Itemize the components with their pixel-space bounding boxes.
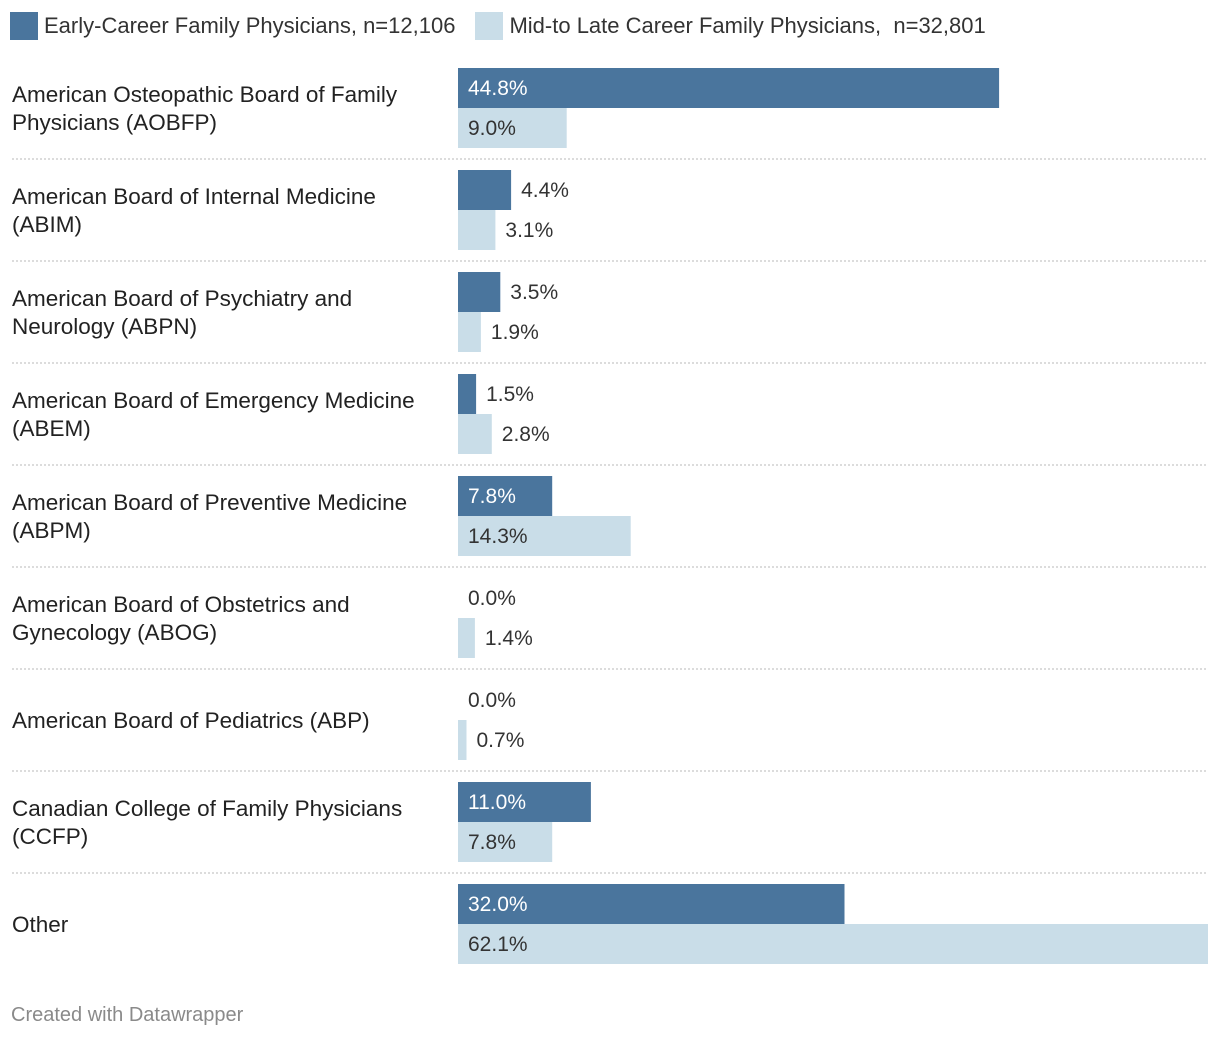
value-label-mid-late-career: 14.3% — [468, 525, 528, 548]
category-label: American Board of Emergency Medicine — [12, 388, 415, 413]
bar-chart: American Osteopathic Board of Family Phys… — [12, 68, 1208, 964]
bar-early-career — [458, 68, 1000, 108]
category-label: Neurology (ABPN) — [12, 314, 197, 339]
legend-label-early: Early-Career Family Physicians, n=12,106 — [44, 13, 456, 38]
bar-early-career — [458, 782, 591, 822]
category-label: (ABPM) — [12, 518, 91, 543]
value-label-mid-late-career: 9.0% — [468, 117, 516, 140]
value-label-early-career: 4.4% — [521, 179, 569, 202]
bar-mid-late-career — [458, 312, 481, 352]
bar-early-career — [458, 884, 845, 924]
category-label: Canadian College of Family Physicians — [12, 796, 402, 821]
value-label-early-career: 0.0% — [468, 587, 516, 610]
legend-item-late: Mid-to Late Career Family Physicians, n=… — [475, 12, 986, 40]
value-label-early-career: 32.0% — [468, 893, 528, 916]
bar-mid-late-career — [458, 108, 567, 148]
bar-mid-late-career — [458, 822, 553, 862]
value-label-early-career: 44.8% — [468, 77, 528, 100]
bar-early-career — [458, 374, 477, 414]
bar-mid-late-career — [458, 414, 492, 454]
bar-mid-late-career — [458, 618, 475, 658]
value-label-mid-late-career: 3.1% — [505, 219, 553, 242]
category-label: American Board of Pediatrics (ABP) — [12, 708, 370, 733]
value-label-early-career: 0.0% — [468, 689, 516, 712]
value-label-early-career: 1.5% — [486, 383, 534, 406]
legend-label-late: Mid-to Late Career Family Physicians, n=… — [509, 13, 986, 38]
category-label: American Osteopathic Board of Family — [12, 82, 398, 107]
value-label-mid-late-career: 0.7% — [477, 729, 525, 752]
category-label: (CCFP) — [12, 824, 88, 849]
bar-early-career — [458, 170, 512, 210]
value-label-mid-late-career: 1.9% — [491, 321, 539, 344]
value-label-mid-late-career: 7.8% — [468, 831, 516, 854]
value-label-mid-late-career: 2.8% — [502, 423, 550, 446]
category-label: Gynecology (ABOG) — [12, 620, 217, 645]
value-label-mid-late-career: 1.4% — [485, 627, 533, 650]
value-label-early-career: 7.8% — [468, 485, 516, 508]
category-label: American Board of Obstetrics and — [12, 592, 350, 617]
bar-mid-late-career — [458, 924, 1208, 964]
category-label: (ABIM) — [12, 212, 82, 237]
category-label: Other — [12, 912, 69, 937]
bar-mid-late-career — [458, 516, 631, 556]
value-label-mid-late-career: 62.1% — [468, 933, 528, 956]
bar-mid-late-career — [458, 210, 496, 250]
value-label-early-career: 11.0% — [468, 791, 526, 814]
footer-credit: Created with Datawrapper — [11, 1004, 244, 1026]
category-label: American Board of Preventive Medicine — [12, 490, 407, 515]
legend-swatch-early — [10, 12, 38, 40]
category-label: American Board of Internal Medicine — [12, 184, 376, 209]
category-label: (ABEM) — [12, 416, 91, 441]
legend-item-early: Early-Career Family Physicians, n=12,106 — [10, 12, 455, 40]
bar-early-career — [458, 272, 501, 312]
category-label: American Board of Psychiatry and — [12, 286, 352, 311]
chart-legend: Early-Career Family Physicians, n=12,106… — [10, 10, 1006, 42]
category-label: Physicians (AOBFP) — [12, 110, 217, 135]
bar-mid-late-career — [458, 720, 467, 760]
legend-swatch-late — [475, 12, 504, 40]
value-label-early-career: 3.5% — [510, 281, 558, 304]
bar-early-career — [458, 476, 553, 516]
